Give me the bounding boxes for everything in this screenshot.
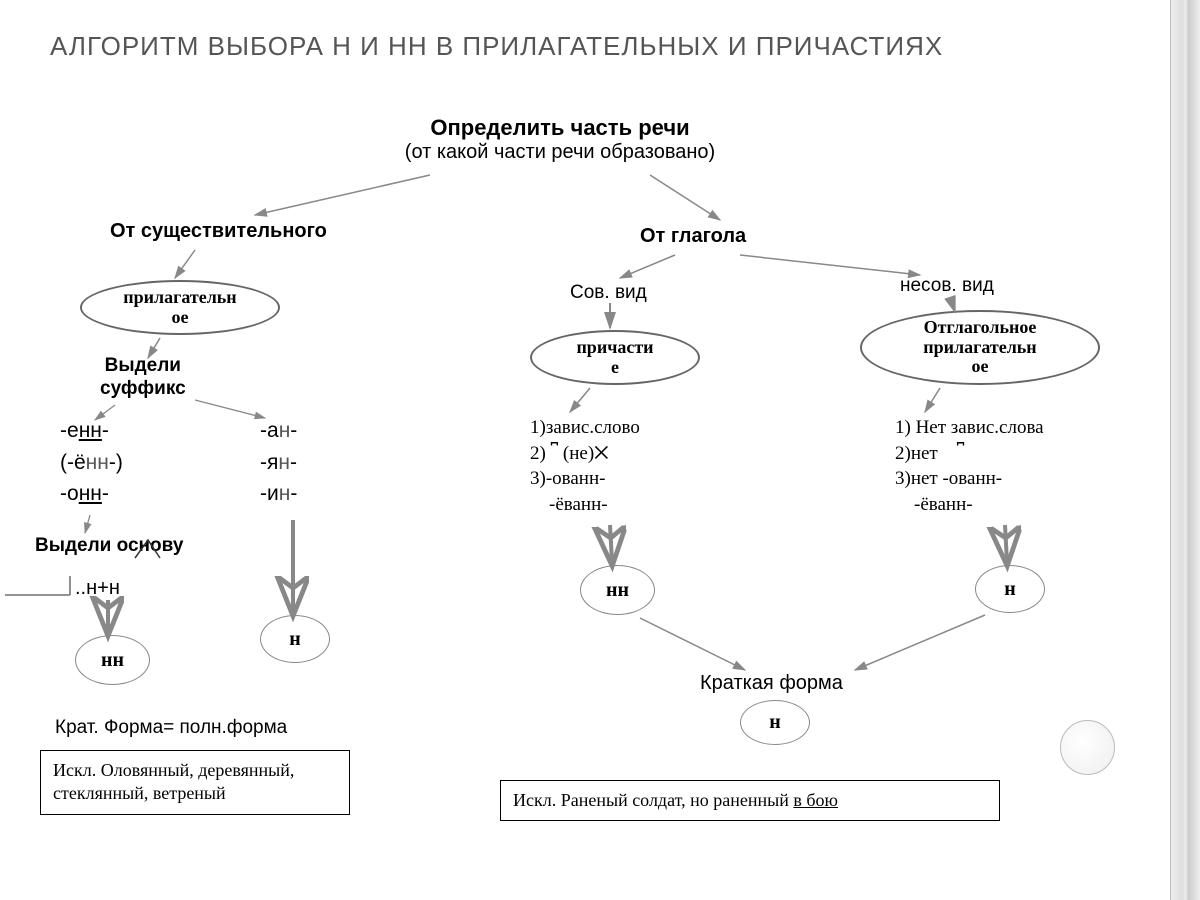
branch-verb: От глагола [640,225,746,248]
aspect-imperfective: несов. вид [900,273,994,299]
ellipse-adjective: прилагательн ое [80,280,280,335]
res-n-2: н [1004,578,1016,601]
ellipse-part-label: причасти е [576,338,653,378]
res-n-3: н [769,711,781,734]
ellipse-adj-label: прилагательн ое [123,288,236,328]
res-nn-1: нн [101,649,124,672]
result-nn-mid: нн [580,565,655,615]
result-n-left: н [260,615,330,663]
suffix-heading: Выдели суффикс [100,355,186,401]
result-nn-left: нн [75,635,150,685]
res-nn-2: нн [606,579,629,602]
exception-box-1: Искл. Оловянный, деревянный, стеклянный,… [40,750,350,815]
scroll-edge [1170,0,1200,900]
root-line1: Определить часть речи [310,115,810,141]
exception-box-2: Искл. Раненый солдат, но раненный в бою [500,780,1000,821]
short-note: Крат. Форма= полн.форма [55,715,287,741]
excl1-text: Искл. Оловянный, деревянный, стеклянный,… [53,760,294,803]
ellipse-deverb-label: Отглагольное прилагательн ое [923,318,1036,377]
stem-heading: Выдели основу [35,535,183,557]
stem-rule: ..н+н [75,575,120,602]
result-n-right: н [975,565,1045,613]
page-title: АЛГОРИТМ ВЫБОРА Н И НН В ПРИЛАГАТЕЛЬНЫХ … [50,30,950,64]
res-n-1: н [289,628,301,651]
result-n-short: н [740,700,810,745]
branch-noun: От существительного [110,220,327,243]
root-node: Определить часть речи (от какой части ре… [310,115,810,164]
participle-rules: 1)завис.слово 2) ⎴ (не)✕ 3)-ованн- -ёван… [530,415,640,518]
suffix-left-col: -енн- (-ённ-) -онн- [60,415,123,510]
suffix-right-col: -ан- -ян- -ин- [260,415,297,510]
ellipse-participle: причасти е [530,330,700,385]
aspect-perfective: Сов. вид [570,280,647,306]
ellipse-deverbal: Отглагольное прилагательн ое [860,310,1100,385]
decorative-circle [1060,720,1115,775]
short-form-label: Краткая форма [700,670,843,697]
deverbal-rules: 1) Нет завис.слова 2)нет ⎴ 3)нет -ованн-… [895,415,1044,518]
root-line2: (от какой части речи образовано) [310,141,810,164]
